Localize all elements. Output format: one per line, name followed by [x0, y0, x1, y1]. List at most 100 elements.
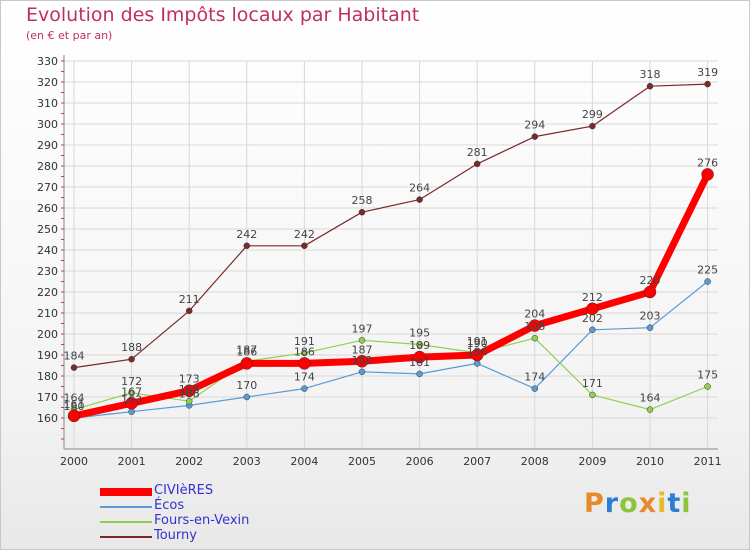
data-point-tourny: [358, 208, 366, 216]
legend-swatch: [100, 521, 152, 523]
data-point-tourny: [128, 355, 135, 363]
data-point-tourny: [589, 122, 596, 130]
data-point-fours-en-vexin: [128, 389, 135, 397]
grid-layer: [64, 60, 718, 449]
data-label-civi-res: 186: [236, 345, 257, 358]
data-label-tourny: 294: [524, 119, 545, 132]
data-label-civi-res: 189: [409, 339, 430, 352]
data-point-civi-res: [701, 168, 714, 181]
y-tick-label: 330: [37, 55, 58, 68]
legend-swatch: [100, 506, 152, 508]
data-label-civi-res: 187: [352, 343, 373, 356]
data-point--cos: [589, 326, 596, 334]
series-line--cos: [73, 280, 709, 419]
logo-letter: o: [619, 488, 639, 519]
data-point-fours-en-vexin: [358, 337, 366, 344]
data-label--cos: 202: [582, 312, 603, 325]
data-label-fours-en-vexin: 164: [640, 392, 661, 405]
data-point-fours-en-vexin: [185, 397, 193, 405]
logo-letter: x: [638, 488, 658, 519]
y-tick-label: 250: [37, 223, 58, 236]
data-point-fours-en-vexin: [704, 383, 711, 390]
data-label--cos: 160: [64, 400, 85, 413]
x-tick-label: 2008: [521, 455, 549, 468]
x-tick-label: 2005: [348, 455, 376, 468]
data-label-civi-res: 204: [524, 308, 545, 321]
axis-layer: 160 170 180 190 200 210 220 230 240 250 260 270 280 2…: [37, 55, 722, 468]
y-tick-label: 170: [37, 391, 58, 404]
data-point--cos: [243, 393, 251, 401]
data-label-civi-res: 161: [64, 398, 85, 411]
legend-swatch: [100, 488, 152, 496]
y-tick-label: 290: [37, 139, 58, 152]
data-label--cos: 174: [524, 371, 545, 384]
legend-label: Écos: [154, 498, 185, 513]
data-point--cos: [704, 278, 711, 285]
y-tick-label: 270: [37, 181, 58, 194]
data-label-fours-en-vexin: 164: [64, 392, 85, 405]
y-tick-label: 220: [37, 286, 58, 299]
y-tick-label: 240: [37, 244, 58, 257]
logo-letter: i: [681, 488, 692, 519]
data-point-civi-res: [470, 348, 484, 362]
data-point-fours-en-vexin: [416, 341, 423, 348]
data-point-civi-res: [298, 357, 311, 370]
x-tick-label: 2010: [636, 455, 664, 468]
data-label-tourny: 281: [467, 146, 488, 159]
x-tick-label: 2000: [60, 455, 88, 468]
x-tick-label: 2006: [406, 455, 434, 468]
x-tick-label: 2011: [694, 455, 722, 468]
data-label-tourny: 242: [236, 228, 257, 241]
data-label--cos: 170: [236, 379, 257, 392]
data-point-fours-en-vexin: [589, 391, 596, 399]
y-tick-label: 310: [37, 97, 58, 110]
data-point--cos: [358, 368, 366, 376]
y-tick-label: 320: [37, 76, 58, 89]
logo-letter: i: [657, 488, 668, 519]
data-label-tourny: 184: [64, 350, 85, 363]
series-line-tourny: [73, 83, 709, 369]
data-point-civi-res: [67, 409, 81, 423]
data-label-tourny: 318: [640, 68, 661, 81]
chart-title: Evolution des Impôts locaux par Habitant: [26, 4, 420, 26]
data-point-civi-res: [586, 302, 599, 316]
data-label--cos: 225: [697, 264, 718, 277]
series-line-fours-en-vexin: [73, 337, 709, 411]
data-point--cos: [301, 385, 308, 392]
data-label-tourny: 299: [582, 108, 603, 121]
data-label-civi-res: 167: [121, 385, 142, 398]
logo-letter: t: [667, 488, 682, 519]
y-tick-label: 280: [37, 160, 58, 173]
x-tick-label: 2007: [463, 455, 491, 468]
y-tick-label: 190: [37, 349, 58, 362]
legend-label: Fours-en-Vexin: [154, 513, 250, 528]
data-label-fours-en-vexin: 198: [524, 320, 545, 333]
data-point-civi-res: [182, 384, 196, 397]
legend-swatch: [100, 536, 152, 538]
data-label-civi-res: 212: [582, 291, 603, 304]
y-tick-label: 180: [37, 370, 58, 383]
data-point--cos: [128, 408, 135, 415]
data-point--cos: [416, 370, 423, 378]
data-label-civi-res: 186: [294, 345, 315, 358]
data-label-tourny: 188: [121, 341, 142, 354]
y-tick-label: 210: [37, 307, 58, 320]
data-point-civi-res: [355, 355, 369, 368]
data-label-civi-res: 173: [179, 373, 200, 386]
data-point-tourny: [531, 133, 539, 140]
data-point-civi-res: [528, 319, 542, 332]
data-label-tourny: 264: [409, 182, 430, 195]
x-tick-label: 2003: [233, 455, 261, 468]
data-label--cos: 166: [179, 387, 200, 400]
data-point-tourny: [704, 80, 711, 88]
line-chart: 160 170 180 190 200 210 220 230 240 250 260 270 280 2…: [37, 55, 722, 468]
data-point-civi-res: [643, 285, 657, 299]
data-point--cos: [473, 360, 481, 367]
data-label-fours-en-vexin: 168: [179, 383, 200, 396]
y-tick-label: 160: [37, 412, 58, 425]
data-point--cos: [646, 324, 654, 331]
logo-letter: P: [584, 488, 605, 519]
x-tick-label: 2001: [118, 455, 146, 468]
